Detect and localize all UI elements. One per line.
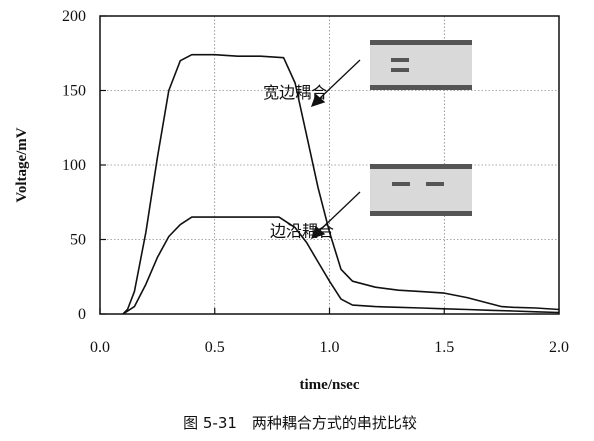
inset-broadside bbox=[370, 40, 472, 90]
y-tick-label: 200 bbox=[62, 8, 86, 25]
series-lines bbox=[122, 53, 560, 315]
series-line-2 bbox=[122, 216, 560, 315]
arrow-broadside-head bbox=[310, 93, 326, 108]
y-tick-label: 0 bbox=[78, 306, 86, 323]
inset-broadside-top-plane bbox=[370, 40, 472, 45]
annotation-label-1: 宽边耦合 bbox=[263, 83, 327, 102]
inset-broadside-dielectric bbox=[370, 42, 472, 88]
x-tick-label: 2.0 bbox=[549, 339, 569, 356]
y-tick-label: 100 bbox=[62, 157, 86, 174]
arrow-edge-line bbox=[317, 191, 361, 233]
inset-edge-trace-1 bbox=[392, 182, 410, 186]
x-axis-title: time/nsec bbox=[300, 377, 360, 393]
inset-edge-bottom-plane bbox=[370, 211, 472, 216]
arrow-broadside-line bbox=[317, 59, 361, 101]
axis-ticks: 0.0 0.5 1.0 1.5 2.0 0 50 100 150 200 bbox=[62, 8, 569, 356]
series-line-1 bbox=[122, 53, 560, 315]
annotation-label-2: 边沿耦合 bbox=[270, 222, 334, 241]
inset-edge bbox=[370, 164, 472, 216]
y-tick-label: 150 bbox=[62, 83, 86, 100]
x-tick-label: 0.0 bbox=[90, 339, 110, 356]
arrow-edge-head bbox=[310, 225, 326, 240]
x-tick-label: 0.5 bbox=[205, 339, 225, 356]
inset-edge-trace-2 bbox=[426, 182, 444, 186]
figure-caption: 图 5-31 两种耦合方式的串扰比较 bbox=[183, 414, 417, 432]
x-tick-label: 1.0 bbox=[320, 339, 340, 356]
y-axis-title: Voltage/mV bbox=[14, 127, 30, 202]
inset-edge-dielectric bbox=[370, 166, 472, 214]
inset-edge-top-plane bbox=[370, 164, 472, 169]
inset-broadside-trace-2 bbox=[391, 68, 409, 72]
grid bbox=[100, 16, 559, 314]
x-tick-label: 1.5 bbox=[434, 339, 454, 356]
annotation-arrows bbox=[310, 59, 361, 240]
inset-broadside-bottom-plane bbox=[370, 85, 472, 90]
inset-broadside-trace-1 bbox=[391, 58, 409, 62]
y-tick-label: 50 bbox=[70, 232, 86, 249]
